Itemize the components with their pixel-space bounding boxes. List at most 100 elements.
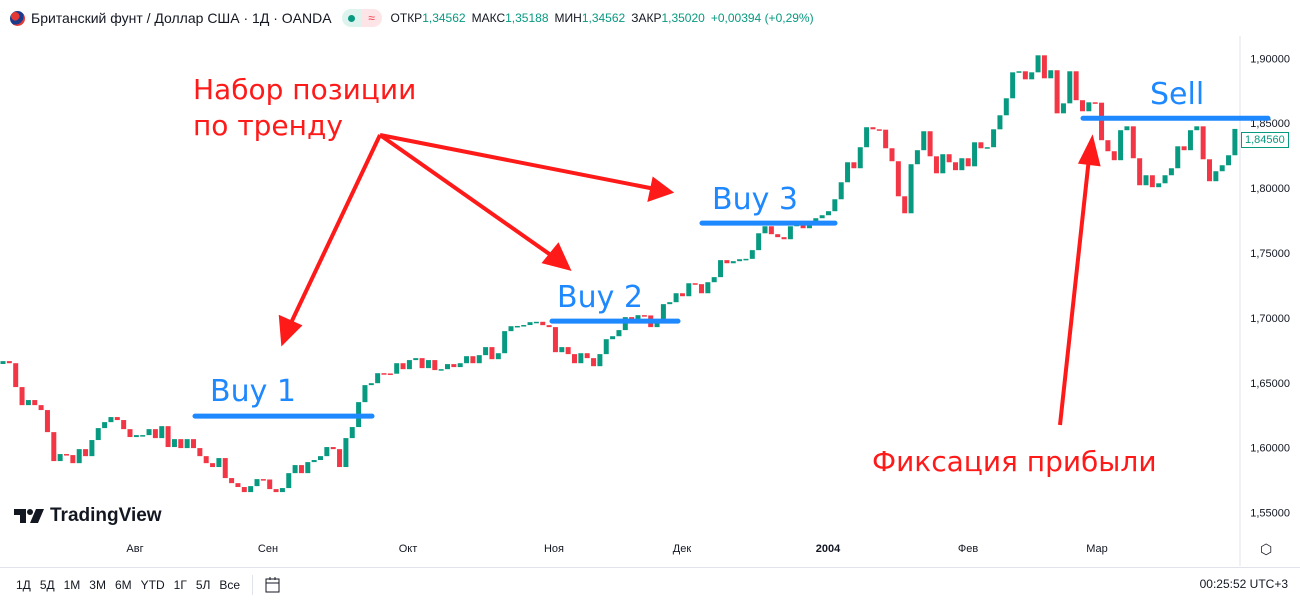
- range-all[interactable]: Все: [219, 577, 241, 592]
- candle: [718, 260, 724, 278]
- range-3m[interactable]: 3М: [89, 577, 106, 592]
- x-tick: Ноя: [543, 543, 565, 555]
- candle: [438, 369, 444, 371]
- candle: [540, 321, 546, 326]
- candle: [1080, 100, 1085, 112]
- candle: [159, 426, 165, 439]
- candle: [95, 428, 101, 441]
- candle: [57, 454, 63, 462]
- ohlc-value: 1,35020: [661, 11, 705, 25]
- market-open-dot-icon: [341, 9, 362, 27]
- arrow-to-buy2: [378, 133, 557, 260]
- candle: [203, 456, 209, 464]
- range-6m[interactable]: 6М: [114, 577, 132, 592]
- candle: [584, 353, 590, 359]
- range-1m[interactable]: 1М: [63, 577, 81, 592]
- candle: [286, 473, 292, 489]
- candle: [521, 325, 527, 327]
- candle: [1168, 168, 1174, 176]
- buy3-label: Buy 3: [712, 182, 798, 217]
- candle: [25, 400, 31, 406]
- candle: [667, 302, 673, 305]
- candle: [222, 458, 228, 479]
- candle: [32, 400, 38, 406]
- candle: [705, 282, 711, 294]
- symbol-title[interactable]: Британский фунт / Доллар США · 1Д · OAND…: [31, 10, 332, 26]
- clock[interactable]: 00:25:52 UTC+3: [1199, 577, 1288, 591]
- candle: [394, 363, 400, 374]
- candle: [362, 385, 368, 403]
- candle: [413, 358, 419, 361]
- candle: [311, 460, 317, 463]
- candle: [972, 142, 978, 167]
- candle: [502, 331, 508, 354]
- candle: [197, 448, 203, 457]
- tradingview-logo[interactable]: TradingView: [14, 505, 162, 527]
- candle: [997, 115, 1003, 130]
- candle: [1194, 126, 1200, 131]
- candle: [324, 447, 330, 457]
- candle: [699, 284, 704, 294]
- candle: [1041, 55, 1047, 79]
- range-5d[interactable]: 5Д: [39, 577, 55, 592]
- x-tick: Сен: [257, 543, 279, 555]
- candlestick-chart[interactable]: 1,90000 1,85000 1,80000 1,75000 1,70000 1,650…: [0, 0, 1300, 566]
- candle: [1105, 140, 1111, 152]
- candle: [946, 154, 952, 163]
- candle: [629, 317, 635, 321]
- candle: [1175, 146, 1181, 169]
- x-tick: Дек: [672, 543, 692, 555]
- candle: [883, 129, 889, 149]
- candle: [1156, 183, 1162, 188]
- range-ytd[interactable]: YTD: [140, 577, 165, 592]
- range-5y[interactable]: 5Л: [195, 577, 211, 592]
- market-status-badge[interactable]: ≈: [341, 9, 382, 27]
- candle: [44, 410, 50, 433]
- candle: [70, 455, 76, 464]
- range-1d[interactable]: 1Д: [16, 577, 31, 592]
- arrowhead: [278, 314, 303, 347]
- candle: [895, 161, 901, 197]
- candle: [375, 373, 381, 384]
- x-tick: Авг: [126, 543, 144, 555]
- x-tick: Мар: [1086, 543, 1108, 555]
- y-tick: 1,80000: [1250, 183, 1290, 195]
- gear-icon[interactable]: ⬡: [1260, 541, 1273, 557]
- candle: [210, 463, 216, 468]
- ohlc-value: 1,35188: [505, 11, 549, 25]
- candle: [673, 293, 679, 303]
- candle: [737, 259, 743, 262]
- candle: [787, 226, 793, 240]
- candle: [965, 158, 971, 167]
- candle: [38, 405, 44, 411]
- candle: [616, 330, 622, 337]
- x-tick: Фев: [957, 543, 979, 555]
- candle: [552, 327, 558, 353]
- entry-annotation: Набор позиции по тренду: [193, 72, 416, 144]
- range-1y[interactable]: 1Г: [173, 577, 187, 592]
- candle: [610, 336, 616, 340]
- candle: [425, 360, 431, 369]
- candle: [603, 339, 609, 355]
- candle: [597, 354, 603, 367]
- bottom-toolbar: 1Д 5Д 1М 3М 6М YTD 1Г 5Л Все 00:25:52 UT…: [0, 567, 1300, 601]
- candle: [1143, 175, 1149, 186]
- sell-label: Sell: [1150, 77, 1205, 112]
- candle: [914, 150, 920, 165]
- candle: [533, 321, 539, 324]
- candle: [845, 162, 851, 183]
- arrow-to-buy1: [288, 134, 382, 326]
- candle: [229, 478, 235, 484]
- calendar-goto-icon[interactable]: [263, 576, 281, 594]
- candle: [298, 465, 304, 474]
- candle: [660, 304, 666, 322]
- candle: [241, 487, 247, 493]
- arrowhead: [647, 176, 675, 203]
- candle: [470, 356, 476, 364]
- candle: [940, 154, 946, 174]
- candle: [330, 447, 336, 450]
- candle: [483, 347, 489, 356]
- candle: [800, 223, 806, 229]
- candle: [908, 164, 914, 214]
- candle: [445, 364, 450, 370]
